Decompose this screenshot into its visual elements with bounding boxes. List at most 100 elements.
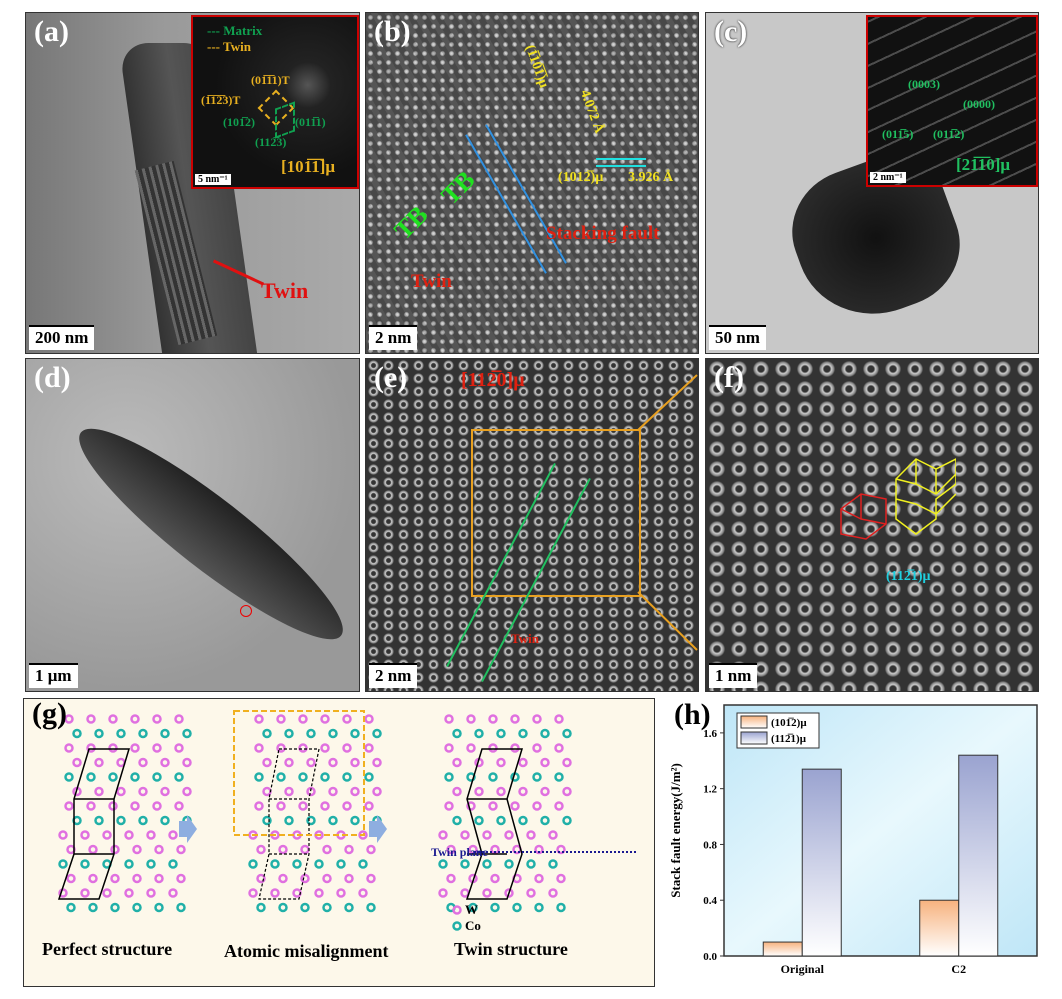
w-atom: [474, 786, 484, 797]
co-atom: [554, 772, 564, 782]
co-atom: [300, 902, 310, 913]
w-atom: [254, 801, 264, 811]
co-atom: [66, 902, 76, 913]
co-atom: [86, 772, 96, 782]
w-atom: [488, 743, 498, 753]
panel-a: (a) Twin 200 nm --- Matrix --- Twin (01̅…: [25, 12, 360, 354]
w-atom: [510, 714, 520, 724]
co-atom: [314, 859, 324, 869]
w-atom: [262, 757, 272, 768]
w-atom: [138, 757, 148, 768]
twin-plane-label: Twin plane: [431, 845, 488, 859]
co-atom: [474, 728, 484, 739]
w-atom: [364, 714, 374, 724]
w-atom: [344, 844, 354, 855]
stacking-fault-chart: 0.0 0.4 0.8 1.2 1.6 Original C2 Stack fault ene…: [668, 704, 1038, 976]
w-atom: [66, 873, 76, 884]
w-atom: [504, 888, 514, 898]
panel-label: (d): [34, 361, 71, 394]
co-atom: [116, 815, 126, 826]
co-atom: [548, 859, 558, 869]
panel-label: (b): [374, 15, 411, 48]
w-atom: [562, 786, 572, 797]
co-atom: [366, 902, 376, 913]
co-atom: [284, 815, 294, 826]
w-atom: [562, 757, 572, 768]
w-atom: [102, 888, 112, 898]
co-atom: [372, 728, 382, 739]
co-atom: [444, 772, 454, 782]
co-atom: [108, 772, 118, 782]
panel-f: (f) (112̅1)μ 1 nm: [705, 358, 1039, 692]
y-tick-label: 1.6: [703, 728, 717, 740]
co-atom: [248, 859, 258, 869]
co-atom: [364, 772, 374, 782]
co-atom: [278, 902, 288, 913]
w-atom: [300, 873, 310, 884]
co-atom: [466, 772, 476, 782]
co-atom: [88, 902, 98, 913]
w-atom: [64, 743, 74, 753]
co-atom: [496, 815, 506, 826]
co-atom: [174, 772, 184, 782]
w-atom: [466, 801, 476, 811]
co-atom: [168, 859, 178, 869]
w-atom: [276, 743, 286, 753]
w-atom: [532, 743, 542, 753]
w-atom: [124, 830, 134, 840]
caption-misalignment: Atomic misalignment: [224, 941, 389, 961]
co-atom: [306, 815, 316, 826]
w-atom: [554, 801, 564, 811]
co-atom: [512, 902, 522, 913]
co-atom: [160, 815, 170, 826]
co-atom: [276, 772, 286, 782]
co-atom: [468, 902, 478, 913]
w-atom: [298, 743, 308, 753]
w-atom: [358, 888, 368, 898]
co-atom: [350, 815, 360, 826]
w-atom: [86, 801, 96, 811]
w-atom: [262, 786, 272, 797]
bar: [801, 768, 842, 957]
w-atom: [284, 786, 294, 797]
w-atom: [276, 714, 286, 724]
w-atom: [138, 786, 148, 797]
bar: [958, 754, 999, 957]
matrix-cell: [275, 101, 295, 139]
unit-cell: [57, 748, 131, 900]
w-atom: [94, 757, 104, 768]
w-atom: [554, 743, 564, 753]
w-atom: [168, 888, 178, 898]
arrow-icon: [369, 815, 387, 843]
panel-c: (c) 50 nm (0003) (0000) (011̅5) (011̅2) …: [705, 12, 1039, 354]
co-atom: [518, 815, 528, 826]
unit-cell: [465, 748, 524, 900]
legend-label: (101̅2)μ: [771, 717, 807, 729]
w-atom: [152, 801, 162, 811]
x-tick-label: C2: [951, 962, 966, 976]
w-atom: [168, 830, 178, 840]
w-atom: [284, 757, 294, 768]
w-atom: [342, 714, 352, 724]
w-atom: [306, 786, 316, 797]
co-atom: [322, 902, 332, 913]
co-atom: [58, 859, 68, 869]
co-atom: [482, 859, 492, 869]
w-atom: [80, 888, 90, 898]
twin-label: Twin: [411, 271, 452, 292]
w-atom: [94, 786, 104, 797]
w-atom: [518, 786, 528, 797]
w-atom: [344, 873, 354, 884]
panel-e: (e) [112̅0]μ Twin 2 nm: [365, 358, 699, 692]
w-atom: [80, 830, 90, 840]
co-atom: [532, 772, 542, 782]
w-atom: [556, 844, 566, 855]
w-atom: [510, 743, 520, 753]
co-atom: [116, 728, 126, 739]
w-atom: [58, 888, 68, 898]
w-atom: [108, 801, 118, 811]
w-atom: [496, 757, 506, 768]
w-atom: [86, 743, 96, 753]
w-atom: [256, 844, 266, 855]
w-atom: [64, 714, 74, 724]
